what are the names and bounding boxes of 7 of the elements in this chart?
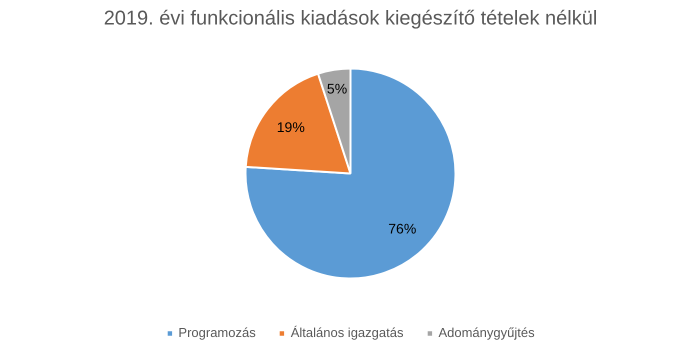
data-label: 5% <box>326 80 348 96</box>
legend-label: Adománygyűjtés <box>438 325 535 340</box>
legend-label: Általános igazgatás <box>290 325 404 340</box>
chart-title: 2019. évi funkcionális kiadások kiegészítő tételek nélkül <box>104 8 598 30</box>
data-label: 19% <box>276 119 305 136</box>
data-label: 76% <box>388 220 416 237</box>
legend-label: Programozás <box>178 325 256 340</box>
